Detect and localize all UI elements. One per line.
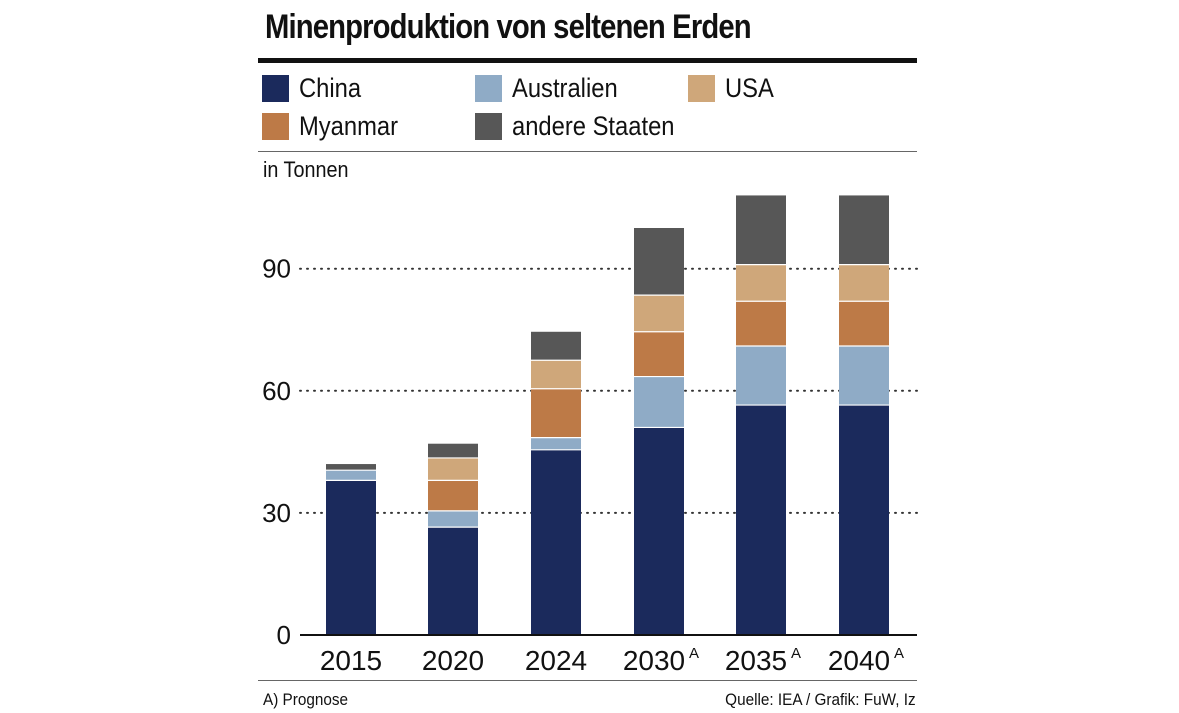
bar-segment: [839, 405, 889, 635]
bar-segment: [634, 427, 684, 635]
y-tick-label: 60: [262, 376, 291, 406]
y-tick-label: 90: [262, 254, 291, 284]
bar-segment: [326, 480, 376, 635]
bar-segment: [428, 443, 478, 458]
x-tick-label: 2030: [623, 645, 685, 676]
bar-segment: [736, 346, 786, 406]
x-tick-label: 2035: [725, 645, 787, 676]
legend-swatch: [262, 112, 289, 140]
legend-label: Australien: [512, 72, 618, 103]
x-tick-label: 2040: [828, 645, 890, 676]
bar-segment: [839, 301, 889, 347]
source-credit: Quelle: IEA / Grafik: FuW, Iz: [725, 690, 916, 709]
legend-item: andere Staaten: [475, 110, 697, 141]
bar-segment: [531, 388, 581, 438]
bar-segment: [428, 527, 478, 635]
bar-segment: [736, 195, 786, 265]
bar-segment: [428, 480, 478, 511]
footer-rule: [258, 680, 917, 681]
bar-segment: [428, 457, 478, 481]
bar-segment: [428, 510, 478, 528]
bar-segment: [634, 331, 684, 377]
x-tick-superscript: A: [689, 645, 699, 662]
x-tick-label: 2020: [422, 645, 484, 676]
x-tick-superscript: A: [894, 645, 904, 662]
legend-item: Myanmar: [262, 110, 412, 141]
bar-segment: [634, 295, 684, 332]
bar-segment: [326, 464, 376, 471]
bar-segment: [839, 264, 889, 302]
legend-rule: [258, 151, 917, 152]
bar-segment: [736, 405, 786, 635]
legend-item: USA: [688, 72, 781, 103]
bar-segment: [839, 195, 889, 265]
legend-swatch: [475, 112, 502, 140]
legend-label: China: [299, 72, 362, 103]
bar-segment: [531, 360, 581, 389]
bar-segment: [531, 437, 581, 450]
y-tick-label: 0: [277, 620, 291, 650]
bar-segment: [531, 449, 581, 635]
legend-label: Myanmar: [299, 110, 399, 141]
legend-swatch: [262, 74, 289, 102]
unit-label: in Tonnen: [263, 157, 349, 182]
footnote: A) Prognose: [263, 690, 349, 709]
legend-swatch: [688, 74, 715, 102]
x-tick-label: 2015: [320, 645, 382, 676]
bar-segment: [839, 346, 889, 406]
bar-segment: [634, 228, 684, 296]
legend-label: USA: [725, 72, 774, 103]
chart-title: Minenproduktion von seltenen Erden: [265, 8, 752, 46]
x-tick-superscript: A: [791, 645, 801, 662]
legend-swatch: [475, 74, 502, 102]
bar-segment: [634, 376, 684, 428]
bar-segment: [326, 470, 376, 481]
bar-segment: [736, 264, 786, 302]
bar-segment: [531, 331, 581, 361]
legend-item: Australien: [475, 72, 632, 103]
y-tick-label: 30: [262, 498, 291, 528]
x-tick-label: 2024: [525, 645, 587, 676]
legend-label: andere Staaten: [512, 110, 675, 141]
title-rule: [258, 58, 917, 63]
legend-item: China: [262, 72, 370, 103]
bar-segment: [736, 301, 786, 347]
